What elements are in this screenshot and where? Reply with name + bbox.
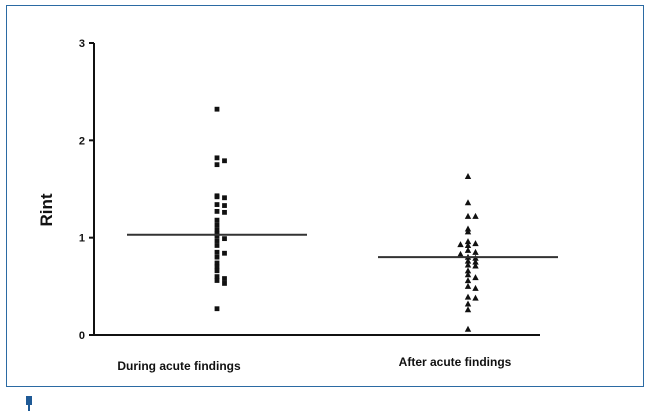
data-point-square (214, 194, 220, 200)
data-points (214, 106, 479, 332)
data-point-triangle (464, 325, 472, 332)
data-point-triangle (472, 262, 479, 269)
data-point-square (214, 238, 220, 243)
data-point-triangle (464, 199, 472, 206)
data-point-triangle (464, 271, 472, 278)
y-axis-label: Rint (37, 193, 56, 226)
data-point-square (214, 106, 220, 112)
x-category-label-during: During acute findings (117, 359, 241, 373)
data-point-triangle (472, 240, 479, 247)
data-point-square (222, 158, 227, 164)
data-point-triangle (472, 248, 479, 255)
y-tick-label: 1 (79, 233, 85, 245)
data-point-square (222, 203, 227, 208)
data-point-triangle (464, 293, 472, 300)
data-point-triangle (464, 238, 472, 245)
data-point-square (214, 278, 220, 283)
data-point-square (214, 260, 220, 266)
bookmark-icon (26, 396, 32, 411)
data-point-square (222, 195, 227, 201)
data-point-triangle (464, 212, 472, 219)
y-tick-label: 3 (79, 38, 85, 50)
data-point-triangle (457, 250, 464, 257)
data-point-square (214, 202, 220, 207)
data-point-triangle (464, 282, 472, 289)
data-point-triangle (472, 294, 479, 301)
data-point-triangle (464, 300, 472, 307)
data-point-square (214, 249, 220, 255)
data-point-square (214, 274, 220, 279)
data-point-square (214, 208, 220, 214)
data-point-square (222, 236, 227, 242)
data-point-triangle (472, 284, 479, 291)
data-point-triangle (457, 241, 464, 248)
data-point-triangle (464, 277, 472, 284)
data-point-triangle (472, 274, 479, 281)
data-point-triangle (464, 257, 472, 264)
data-point-square (214, 254, 220, 260)
figure-frame (6, 5, 644, 387)
data-point-square (214, 222, 220, 228)
data-point-square (214, 243, 220, 248)
data-point-square (222, 281, 227, 286)
y-tick-label: 0 (79, 330, 85, 342)
data-point-square (214, 162, 220, 168)
data-point-triangle (464, 172, 472, 179)
data-point-square (222, 276, 227, 281)
data-point-triangle (472, 212, 479, 219)
data-point-square (214, 155, 220, 161)
data-point-triangle (464, 261, 472, 268)
data-point-triangle (464, 228, 472, 235)
data-point-square (214, 217, 220, 223)
data-point-triangle (464, 242, 472, 249)
data-point-square (222, 250, 227, 256)
data-point-triangle (464, 306, 472, 313)
data-point-square (214, 306, 220, 312)
x-category-label-after: After acute findings (399, 355, 512, 369)
y-tick-label: 2 (79, 135, 85, 147)
data-point-square (214, 227, 220, 233)
data-point-triangle (464, 267, 472, 274)
data-point-square (214, 264, 220, 270)
data-point-triangle (464, 246, 472, 253)
data-point-square (214, 268, 220, 274)
median-lines (127, 233, 558, 259)
data-point-square (222, 209, 227, 215)
y-ticks: 0 1 2 3 (79, 38, 94, 342)
data-point-triangle (472, 258, 479, 265)
axes (93, 43, 540, 336)
